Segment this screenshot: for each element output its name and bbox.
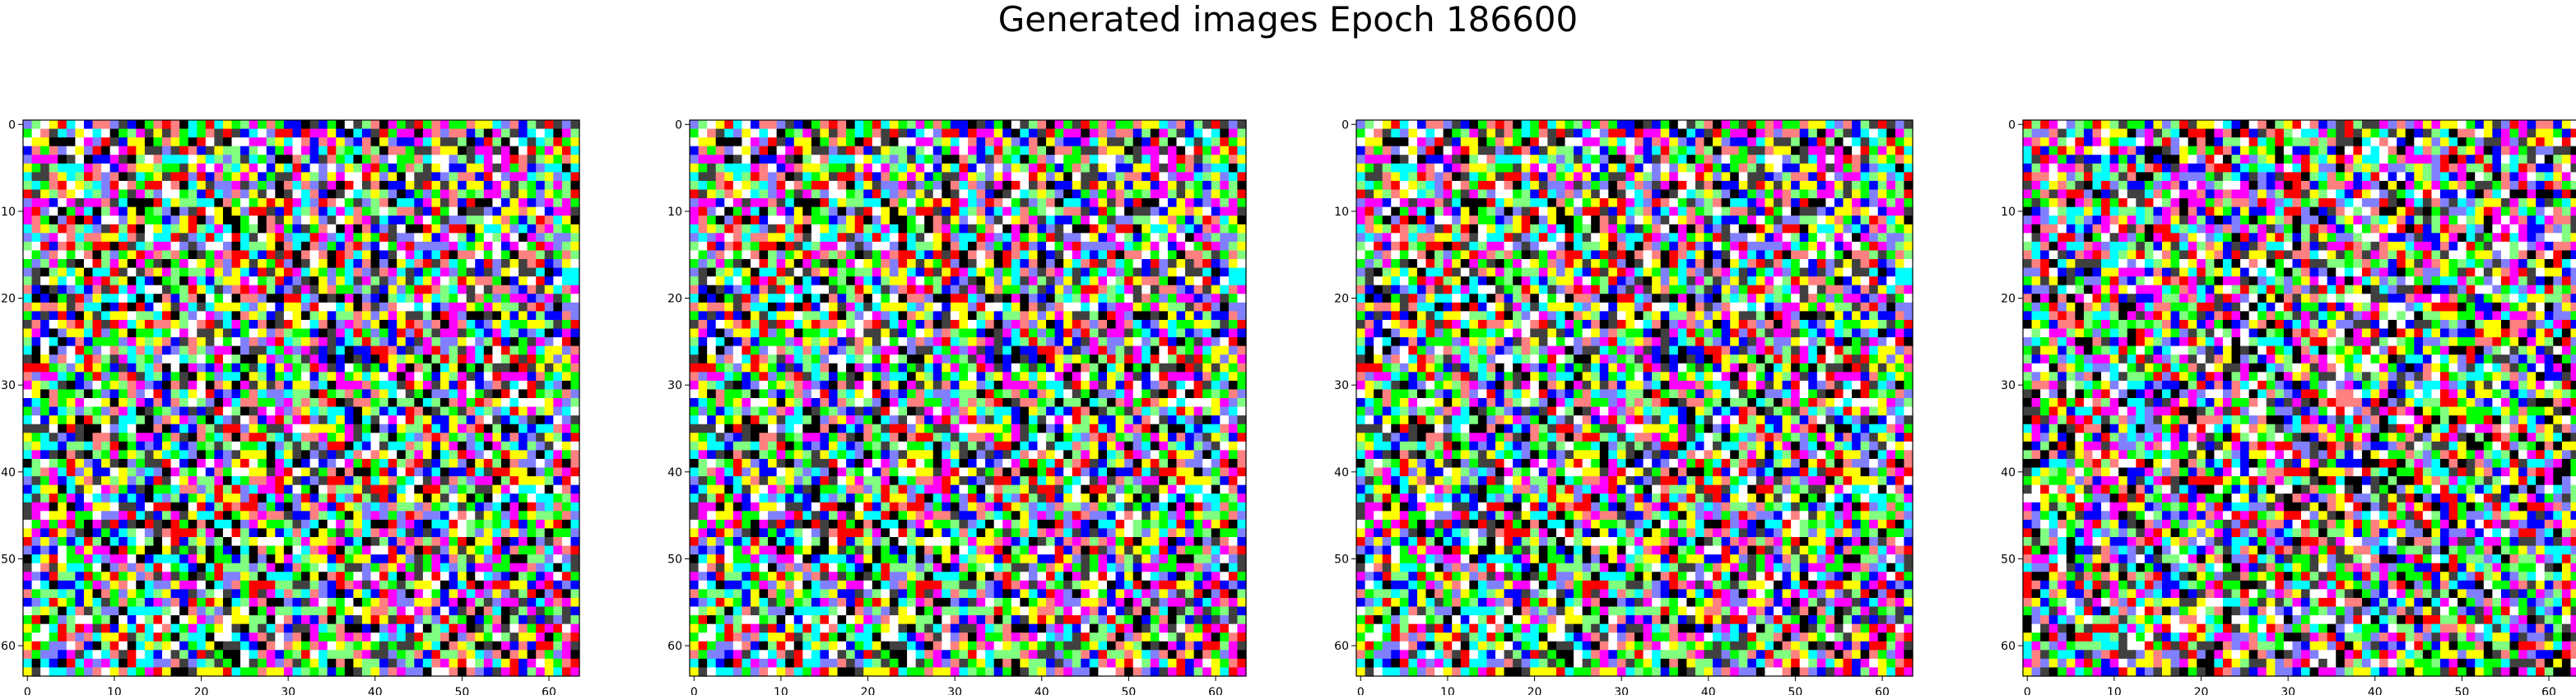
y-tick-label: 0 [675,118,682,132]
pixel-grid [23,120,580,677]
y-tick-label: 10 [2001,206,2016,219]
y-tick-label: 0 [8,118,16,132]
x-tick-label: 60 [1208,686,1223,695]
y-tick-label: 60 [2001,640,2016,653]
x-tick-label: 20 [861,686,876,695]
y-tick-label: 20 [1334,293,1349,306]
x-tick-label: 10 [1440,686,1455,695]
y-tick-label: 20 [2001,293,2016,306]
x-tick-label: 0 [1357,686,1365,695]
y-tick-label: 50 [667,553,682,566]
y-tick-label: 40 [667,466,682,480]
x-tick-label: 30 [2281,686,2295,695]
generated-image-panel-2: 0 10 20 30 40 50 60 0 10 20 30 40 50 60 [667,0,1259,695]
axes-frame [2022,119,2576,677]
image-3-axes: 0 10 20 30 40 50 60 0 10 20 30 40 50 60 [1334,118,1913,695]
figure-title: Generated images Epoch 186600 [997,0,1579,39]
x-tick-label: 60 [1875,686,1890,695]
x-tick-label: 40 [368,686,383,695]
image-1-axes: 0 10 20 30 40 50 60 0 10 20 30 40 50 60 [1,118,580,695]
x-tick-label: 10 [774,686,788,695]
y-tick-label: 0 [1341,118,1349,132]
y-tick-label: 10 [667,206,682,219]
generated-image-panel-3: 0 10 20 30 40 50 60 0 10 20 30 40 50 60 [1333,0,1926,695]
x-tick-label: 50 [454,686,469,695]
axes-frame [1355,119,1913,677]
x-tick-label: 50 [1788,686,1802,695]
x-tick-label: 50 [1121,686,1136,695]
axes-frame [689,119,1247,677]
y-tick-label: 40 [1,466,16,480]
x-tick-label: 20 [194,686,209,695]
x-tick-label: 30 [281,686,295,695]
y-tick-label: 30 [1,379,16,392]
image-2-axes: 0 10 20 30 40 50 60 0 10 20 30 40 50 60 [667,118,1247,695]
x-tick-label: 60 [542,686,556,695]
y-tick-label: 30 [667,379,682,392]
x-tick-label: 50 [2454,686,2469,695]
y-tick-label: 30 [2001,379,2016,392]
y-tick-label: 10 [1334,206,1349,219]
y-tick-label: 40 [1334,466,1349,480]
x-tick-label: 10 [2107,686,2122,695]
x-tick-label: 0 [690,686,698,695]
y-tick-label: 60 [1,640,16,653]
x-tick-label: 60 [2541,686,2556,695]
y-tick-label: 40 [2001,466,2016,480]
y-tick-label: 20 [667,293,682,306]
x-tick-label: 0 [24,686,31,695]
y-tick-label: 20 [1,293,16,306]
y-tick-label: 30 [1334,379,1349,392]
x-tick-label: 40 [2368,686,2383,695]
pixel-grid [690,120,1247,677]
y-tick-label: 60 [1334,640,1349,653]
x-tick-label: 30 [1614,686,1629,695]
x-tick-label: 20 [1527,686,1542,695]
y-tick-label: 10 [1,206,16,219]
pixel-grid [1356,120,1913,677]
y-tick-label: 60 [667,640,682,653]
x-tick-label: 0 [2024,686,2031,695]
pixel-grid [2023,120,2576,677]
y-tick-label: 0 [2008,118,2016,132]
axes-frame [22,119,580,677]
x-tick-label: 40 [1035,686,1049,695]
x-tick-label: 20 [2194,686,2209,695]
y-tick-label: 50 [1334,553,1349,566]
image-4-axes: 0 10 20 30 40 50 60 0 10 20 30 40 50 60 [2001,118,2576,695]
x-tick-label: 10 [107,686,122,695]
x-tick-label: 30 [947,686,962,695]
y-tick-label: 50 [1,553,16,566]
generated-image-panel-4: 0 10 20 30 40 50 60 0 10 20 30 40 50 60 [2000,0,2576,695]
x-tick-label: 40 [1701,686,1716,695]
generated-image-panel-1: 0 10 20 30 40 50 60 0 10 20 30 40 50 60 [0,0,593,695]
y-tick-label: 50 [2001,553,2016,566]
